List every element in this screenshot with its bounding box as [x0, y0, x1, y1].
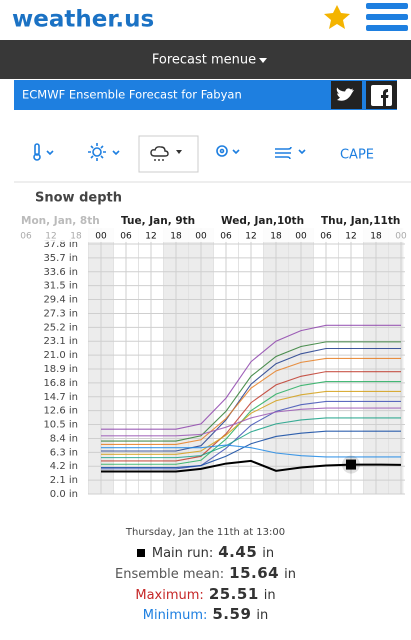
y-tick-label: 29.4 in [43, 295, 78, 306]
tooltip-min: Minimum: 5.59 in [0, 605, 411, 623]
y-tick-label: 37.8 in [43, 239, 78, 250]
ensemble-line [101, 390, 401, 455]
max-label: Maximum: [135, 588, 204, 603]
unit: in [263, 588, 276, 603]
y-tick-label: 27.3 in [43, 308, 78, 319]
unit: in [284, 567, 296, 582]
x-tick-label: 18 [270, 232, 282, 242]
day-label: Thu, Jan,11th [321, 215, 400, 227]
max-value: 25.51 [208, 585, 259, 603]
y-tick-label: 12.6 in [43, 406, 78, 417]
main-run-value: 4.45 [218, 543, 258, 561]
y-tick-label: 31.5 in [43, 281, 78, 292]
menu-title[interactable]: Forecast menue [152, 53, 256, 68]
x-tick-label: 06 [20, 232, 32, 242]
tooltip-main: Main run: 4.45 in [0, 543, 411, 561]
twitter-icon [336, 87, 354, 101]
axis-header [18, 212, 405, 242]
mean-value: 15.64 [229, 564, 280, 582]
logo[interactable]: weather.us [12, 7, 154, 33]
y-tick-label: 4.2 in [50, 461, 78, 472]
ensemble-line [101, 347, 401, 452]
y-tick-label: 23.1 in [43, 336, 78, 347]
tab-precipitation-icon [150, 146, 169, 161]
min-value: 5.59 [212, 605, 252, 623]
unit: in [256, 608, 269, 623]
ensemble-line [101, 341, 401, 442]
x-tick-label: 18 [70, 232, 82, 242]
day-label: Wed, Jan,10th [221, 215, 304, 227]
y-tick-label: 25.2 in [43, 322, 78, 333]
y-tick-label: 10.5 in [43, 420, 78, 431]
ensemble-line [101, 371, 401, 462]
menu-bar[interactable] [0, 40, 411, 79]
menu-caret [259, 58, 267, 63]
night-band [363, 228, 404, 494]
y-tick-label: 8.4 in [50, 433, 78, 444]
chart-title: Snow depth [35, 191, 122, 206]
ensemble-line [101, 407, 401, 437]
y-tick-label: 0.0 in [50, 489, 78, 500]
tab-temperature[interactable] [33, 143, 54, 161]
y-tick-label: 14.7 in [43, 392, 78, 403]
y-tick-label: 33.6 in [43, 267, 78, 278]
tab-sun[interactable] [88, 143, 120, 161]
x-tick-label: 00 [195, 232, 207, 242]
x-tick-label: 18 [170, 232, 182, 242]
main-run-label: Main run: [151, 546, 214, 561]
tooltip-time-text: Thursday, Jan the 11th at 13:00 [125, 527, 286, 538]
y-tick-label: 2.1 in [50, 475, 78, 486]
y-tick-label: 18.9 in [43, 364, 78, 375]
ensemble-line [101, 444, 401, 458]
min-label: Minimum: [142, 608, 208, 623]
tooltip-time: Thursday, Jan the 11th at 13:00 [0, 527, 411, 538]
ensemble-line [101, 430, 401, 469]
x-tick-label: 00 [95, 232, 107, 242]
x-tick-label: 00 [395, 232, 407, 242]
x-tick-label: 12 [245, 232, 256, 242]
x-tick-label: 12 [145, 232, 156, 242]
favorite-star[interactable] [324, 5, 350, 29]
y-tick-label: 6.3 in [50, 447, 78, 458]
x-tick-label: 06 [120, 232, 132, 242]
day-label: Tue, Jan, 9th [121, 215, 195, 227]
y-tick-label: 35.7 in [43, 253, 78, 264]
main-run-swatch [136, 549, 145, 557]
y-tick-label: 21.0 in [43, 350, 78, 361]
hamburger-menu[interactable] [366, 3, 408, 31]
chart: 0.0 in 2.1 in 4.2 in 6.3 in 8.4 in 10.5 in 12.… [18, 212, 407, 500]
tab-caret [176, 150, 182, 154]
marker [346, 459, 356, 470]
tab-cape[interactable]: CAPE [340, 148, 374, 163]
x-tick-label: 18 [370, 232, 382, 242]
ensemble-line [101, 417, 401, 459]
x-tick-label: 06 [320, 232, 332, 242]
tooltip-mean: Ensemble mean: 15.64 in [0, 564, 411, 582]
x-tick-label: 12 [45, 232, 56, 242]
facebook-glyph [381, 89, 389, 106]
mean-label: Ensemble mean: [115, 567, 225, 582]
banner-title: ECMWF Ensemble Forecast for Fabyan [22, 88, 242, 102]
x-tick-label: 06 [220, 232, 232, 242]
tab-location[interactable] [216, 145, 240, 157]
ensemble-line [101, 381, 401, 465]
y-tick-label: 16.8 in [43, 378, 78, 389]
tooltip-max: Maximum: 25.51 in [0, 585, 411, 603]
unit: in [262, 546, 275, 561]
ensemble-line [101, 400, 401, 470]
x-tick-label: 00 [295, 232, 307, 242]
ensemble-line [101, 357, 401, 445]
x-tick-label: 12 [345, 232, 356, 242]
ensemble-line [101, 324, 401, 430]
tab-wind[interactable] [275, 146, 306, 160]
day-label: Mon, Jan, 8th [21, 215, 100, 227]
